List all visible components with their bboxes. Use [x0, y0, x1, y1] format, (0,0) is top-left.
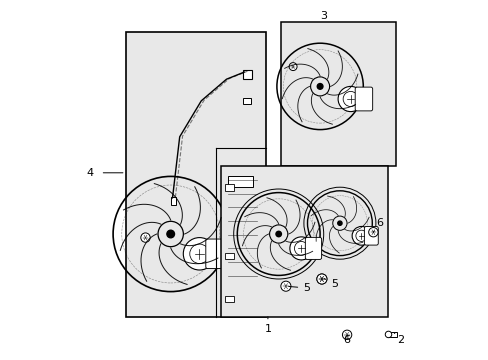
Circle shape [280, 281, 290, 291]
FancyBboxPatch shape [280, 22, 395, 166]
Text: 2: 2 [393, 333, 404, 345]
Circle shape [289, 237, 312, 260]
Circle shape [337, 86, 363, 112]
FancyBboxPatch shape [364, 226, 378, 245]
Circle shape [385, 331, 391, 338]
Bar [387, 332, 397, 337]
Circle shape [183, 238, 215, 270]
Bar [242, 70, 251, 79]
Text: 6: 6 [343, 335, 350, 345]
Circle shape [166, 230, 174, 238]
Circle shape [275, 231, 281, 237]
FancyBboxPatch shape [125, 32, 265, 317]
Circle shape [316, 274, 326, 284]
Circle shape [337, 221, 341, 225]
Bar [224, 184, 233, 191]
Circle shape [316, 274, 326, 284]
Circle shape [141, 233, 150, 242]
FancyBboxPatch shape [305, 237, 321, 260]
Circle shape [317, 84, 322, 89]
Bar [170, 197, 176, 205]
Bar [228, 176, 253, 187]
Circle shape [351, 226, 370, 245]
Text: 6: 6 [373, 218, 382, 232]
Text: 3: 3 [320, 11, 326, 21]
Bar [224, 296, 233, 302]
Circle shape [368, 228, 377, 237]
FancyBboxPatch shape [221, 166, 387, 317]
FancyBboxPatch shape [205, 239, 227, 269]
Circle shape [288, 63, 296, 71]
Text: 1: 1 [264, 317, 271, 334]
Bar [224, 253, 233, 259]
Circle shape [342, 330, 351, 339]
Text: 5: 5 [288, 283, 309, 293]
Text: 5: 5 [324, 279, 337, 289]
Bar [242, 98, 250, 104]
FancyBboxPatch shape [354, 87, 372, 111]
Text: 4: 4 [86, 168, 93, 178]
